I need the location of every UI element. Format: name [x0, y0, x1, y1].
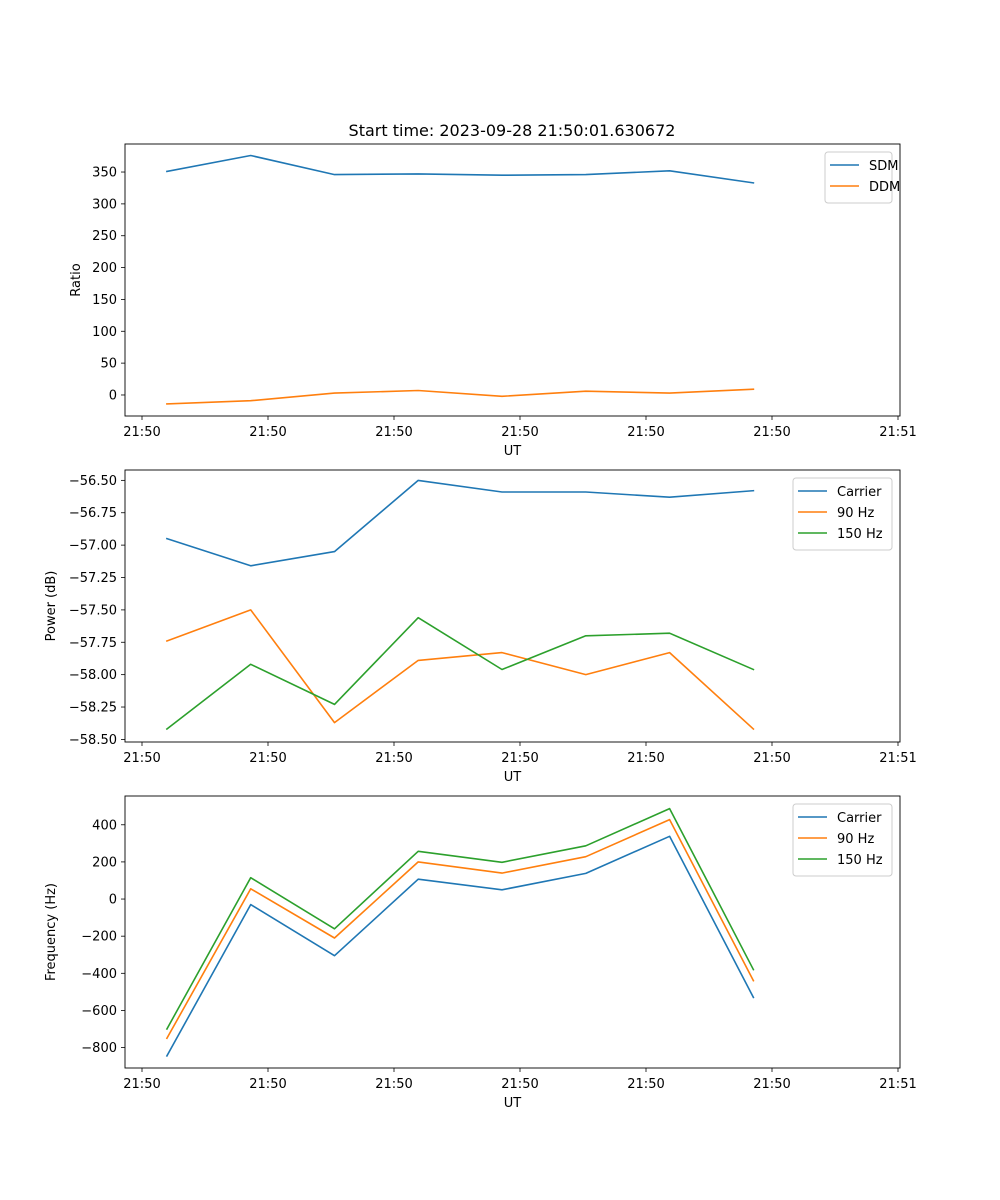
frequency-series-90-hz-line	[165, 818, 755, 1040]
frequency-x-tick-label: 21:50	[501, 1077, 538, 1092]
power-x-tick-label: 21:50	[501, 751, 538, 766]
ratio-axes-frame	[124, 143, 901, 417]
ratio-panel: 21:50 21:50 21:50 21:50 21:50 21:50 21:51 0 50 10…	[69, 143, 917, 459]
ratio-y-tick-label: 50	[100, 357, 117, 372]
power-y-tick-label: −57.75	[69, 636, 117, 651]
frequency-x-tick-label: 21:51	[879, 1077, 916, 1092]
chart-title: Start time: 2023-09-28 21:50:01.630672	[349, 121, 676, 140]
frequency-legend-label: 150 Hz	[837, 853, 883, 868]
power-x-tick-label: 21:50	[753, 751, 790, 766]
power-x-tick-label: 21:50	[249, 751, 286, 766]
power-y-axis-label: Power (dB)	[44, 571, 59, 642]
frequency-x-axis-label: UT	[504, 1096, 522, 1111]
ratio-series-ddm-line	[166, 388, 755, 405]
power-series-90-hz-line	[165, 609, 755, 731]
frequency-legend-label: Carrier	[837, 811, 882, 826]
frequency-x-tick-label: 21:50	[375, 1077, 412, 1092]
power-y-tick-label: −56.75	[69, 506, 117, 521]
power-axes-frame	[124, 469, 901, 743]
ratio-y-axis-label: Ratio	[69, 263, 84, 296]
ratio-series-sdm-line	[165, 154, 755, 184]
power-legend-label: Carrier	[837, 485, 882, 500]
power-y-tick-label: −57.50	[69, 603, 117, 618]
frequency-legend-box	[792, 803, 893, 877]
frequency-x-tick-label: 21:50	[753, 1077, 790, 1092]
ratio-y-tick-label: 200	[92, 261, 117, 276]
power-legend-label: 150 Hz	[837, 527, 883, 542]
frequency-x-tick-label: 21:50	[123, 1077, 160, 1092]
ratio-y-tick-label: 150	[92, 293, 117, 308]
power-x-tick-label: 21:51	[879, 751, 916, 766]
power-x-tick-label: 21:50	[123, 751, 160, 766]
power-x-tick-label: 21:50	[375, 751, 412, 766]
frequency-y-tick-label: −400	[81, 967, 117, 982]
frequency-axes-frame	[124, 795, 901, 1069]
ratio-legend-label: DDM	[869, 180, 900, 195]
ratio-y-tick-label: 0	[109, 388, 117, 403]
power-y-tick-label: −57.00	[69, 539, 117, 554]
ratio-x-tick-label: 21:50	[627, 425, 664, 440]
ratio-y-tick-label: 350	[92, 166, 117, 181]
frequency-y-tick-label: 400	[92, 818, 117, 833]
power-y-tick-label: −58.00	[69, 668, 117, 683]
frequency-legend-label: 90 Hz	[837, 832, 874, 847]
frequency-x-tick-label: 21:50	[249, 1077, 286, 1092]
power-y-tick-label: −56.50	[69, 474, 117, 489]
power-y-tick-label: −58.25	[69, 701, 117, 716]
frequency-y-axis-label: Frequency (Hz)	[44, 883, 59, 981]
frequency-y-tick-label: 0	[109, 893, 117, 908]
power-series-150-hz-line	[165, 616, 755, 731]
frequency-series-carrier-line	[165, 835, 755, 1057]
power-panel: 21:50 21:50 21:50 21:50 21:50 21:50 21:51 −58.5…	[44, 469, 917, 785]
power-x-axis-label: UT	[504, 770, 522, 785]
ratio-x-tick-label: 21:50	[375, 425, 412, 440]
frequency-x-tick-label: 21:50	[627, 1077, 664, 1092]
power-y-tick-label: −58.50	[69, 733, 117, 748]
ratio-x-tick-label: 21:50	[249, 425, 286, 440]
ratio-legend-label: SDM	[869, 159, 898, 174]
ratio-x-tick-label: 21:51	[879, 425, 916, 440]
ratio-x-tick-label: 21:50	[123, 425, 160, 440]
power-x-tick-label: 21:50	[627, 751, 664, 766]
ratio-x-tick-label: 21:50	[501, 425, 538, 440]
power-y-tick-label: −57.25	[69, 571, 117, 586]
frequency-y-tick-label: 200	[92, 855, 117, 870]
power-series-carrier-line	[165, 479, 755, 567]
ratio-y-tick-label: 250	[92, 229, 117, 244]
frequency-y-tick-label: −200	[81, 930, 117, 945]
power-legend-label: 90 Hz	[837, 506, 874, 521]
frequency-y-tick-label: −600	[81, 1004, 117, 1019]
frequency-y-tick-label: −800	[81, 1041, 117, 1056]
ratio-x-tick-label: 21:50	[753, 425, 790, 440]
power-legend-box	[792, 477, 893, 551]
ratio-x-axis-label: UT	[504, 444, 522, 459]
ratio-y-tick-label: 300	[92, 197, 117, 212]
ratio-y-tick-label: 100	[92, 325, 117, 340]
frequency-series-150-hz-line	[165, 807, 755, 1031]
frequency-panel: 21:50 21:50 21:50 21:50 21:50 21:50 21:51 −800 −…	[44, 795, 917, 1111]
